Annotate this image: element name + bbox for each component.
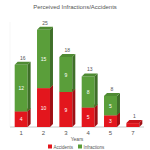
bar (82, 108, 95, 127)
legend-label: Infractions (84, 145, 106, 150)
bar-side (50, 27, 53, 88)
bar-segment (82, 105, 98, 127)
x-axis (10, 127, 144, 128)
bar-side (72, 89, 75, 127)
x-tick-label: 7 (131, 130, 135, 136)
bar-top (126, 120, 142, 123)
x-tick-label: 1 (19, 130, 23, 136)
bar-side (50, 85, 53, 127)
data-label: 16 (20, 55, 26, 61)
data-label: 18 (65, 47, 71, 53)
data-label: 8 (111, 86, 114, 92)
data-label: 4 (20, 116, 23, 122)
legend-label: Accidents (54, 145, 74, 150)
bar (59, 92, 72, 127)
data-label: 9 (64, 72, 67, 78)
bar-segment (82, 73, 98, 107)
bar (104, 115, 117, 127)
bar (59, 57, 72, 92)
data-label: 8 (87, 89, 90, 95)
data-label: 25 (42, 20, 48, 26)
data-label: 10 (41, 105, 47, 111)
bars (15, 27, 143, 127)
bar (126, 123, 139, 124)
x-axis-label: Years (71, 136, 84, 142)
data-label: 1 (133, 113, 136, 119)
bar-side (28, 62, 31, 112)
bar-side (72, 54, 75, 92)
bar-segment (15, 62, 31, 112)
data-label: 12 (18, 85, 24, 91)
bar-segment (104, 93, 120, 115)
data-label: 3 (109, 118, 112, 124)
bar-top (59, 54, 75, 57)
bar-side (95, 105, 98, 127)
bar (15, 65, 28, 112)
bar-side (95, 73, 98, 107)
bar-top (104, 93, 120, 96)
title: Perceived Infractions/Accidents (33, 4, 117, 10)
bar-top (15, 62, 31, 65)
bar-segment (59, 54, 75, 92)
y-range-line (10, 22, 11, 127)
bar-top (82, 73, 98, 76)
legend-swatch (78, 145, 82, 149)
data-label: 13 (87, 66, 93, 72)
data-label: 5 (87, 114, 90, 120)
bar (37, 30, 50, 88)
chart: Perceived Infractions/Accidents123457412… (0, 0, 150, 150)
bar-segment (126, 120, 142, 127)
legend-swatch (48, 145, 52, 149)
data-label: 5 (109, 103, 112, 109)
bar (126, 123, 139, 127)
bar (37, 88, 50, 127)
data-label: 15 (41, 56, 47, 62)
bar-side (117, 93, 120, 115)
bar-side (28, 108, 31, 127)
bar-top (37, 27, 53, 30)
x-tick-label: 3 (64, 130, 68, 136)
x-tick-label: 2 (42, 130, 46, 136)
bar (15, 111, 28, 127)
bar (104, 96, 117, 115)
bar (82, 76, 95, 107)
x-tick-label: 4 (86, 130, 90, 136)
x-tick-label: 5 (109, 130, 113, 136)
bar-segment (37, 85, 53, 127)
bar-segment (59, 89, 75, 127)
bar-segment (37, 27, 53, 88)
data-label: 9 (64, 107, 67, 113)
